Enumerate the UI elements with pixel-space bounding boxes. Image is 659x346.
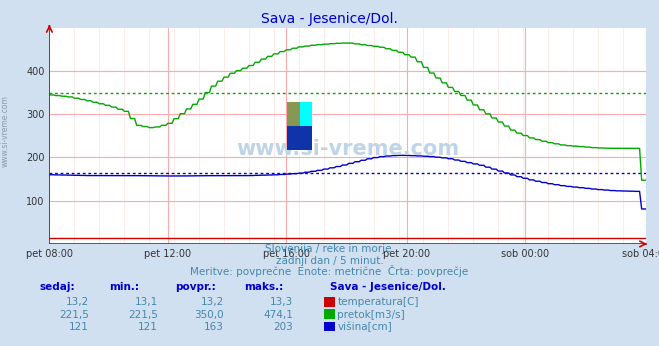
Polygon shape <box>300 102 312 126</box>
Text: 13,2: 13,2 <box>66 297 89 307</box>
Text: Slovenija / reke in morje.: Slovenija / reke in morje. <box>264 244 395 254</box>
Text: 474,1: 474,1 <box>264 310 293 320</box>
Text: www.si-vreme.com: www.si-vreme.com <box>1 95 10 167</box>
Text: maks.:: maks.: <box>244 282 283 292</box>
Text: Sava - Jesenice/Dol.: Sava - Jesenice/Dol. <box>261 12 398 26</box>
Text: zadnji dan / 5 minut.: zadnji dan / 5 minut. <box>275 256 384 266</box>
Text: pretok[m3/s]: pretok[m3/s] <box>337 310 405 320</box>
Text: Meritve: povprečne  Enote: metrične  Črta: povprečje: Meritve: povprečne Enote: metrične Črta:… <box>190 265 469 277</box>
Text: www.si-vreme.com: www.si-vreme.com <box>236 139 459 159</box>
Text: višina[cm]: višina[cm] <box>337 322 392 332</box>
Text: 350,0: 350,0 <box>194 310 224 320</box>
Text: 13,1: 13,1 <box>135 297 158 307</box>
Text: 13,3: 13,3 <box>270 297 293 307</box>
Text: 203: 203 <box>273 322 293 332</box>
Text: temperatura[C]: temperatura[C] <box>337 297 419 307</box>
Polygon shape <box>287 126 312 150</box>
Text: Sava - Jesenice/Dol.: Sava - Jesenice/Dol. <box>330 282 445 292</box>
Text: 121: 121 <box>138 322 158 332</box>
Text: 221,5: 221,5 <box>129 310 158 320</box>
Text: min.:: min.: <box>109 282 139 292</box>
Text: sedaj:: sedaj: <box>40 282 75 292</box>
Text: 163: 163 <box>204 322 224 332</box>
Polygon shape <box>287 102 312 150</box>
Text: 121: 121 <box>69 322 89 332</box>
Text: povpr.:: povpr.: <box>175 282 215 292</box>
Polygon shape <box>287 102 300 126</box>
Text: 13,2: 13,2 <box>201 297 224 307</box>
Text: 221,5: 221,5 <box>59 310 89 320</box>
